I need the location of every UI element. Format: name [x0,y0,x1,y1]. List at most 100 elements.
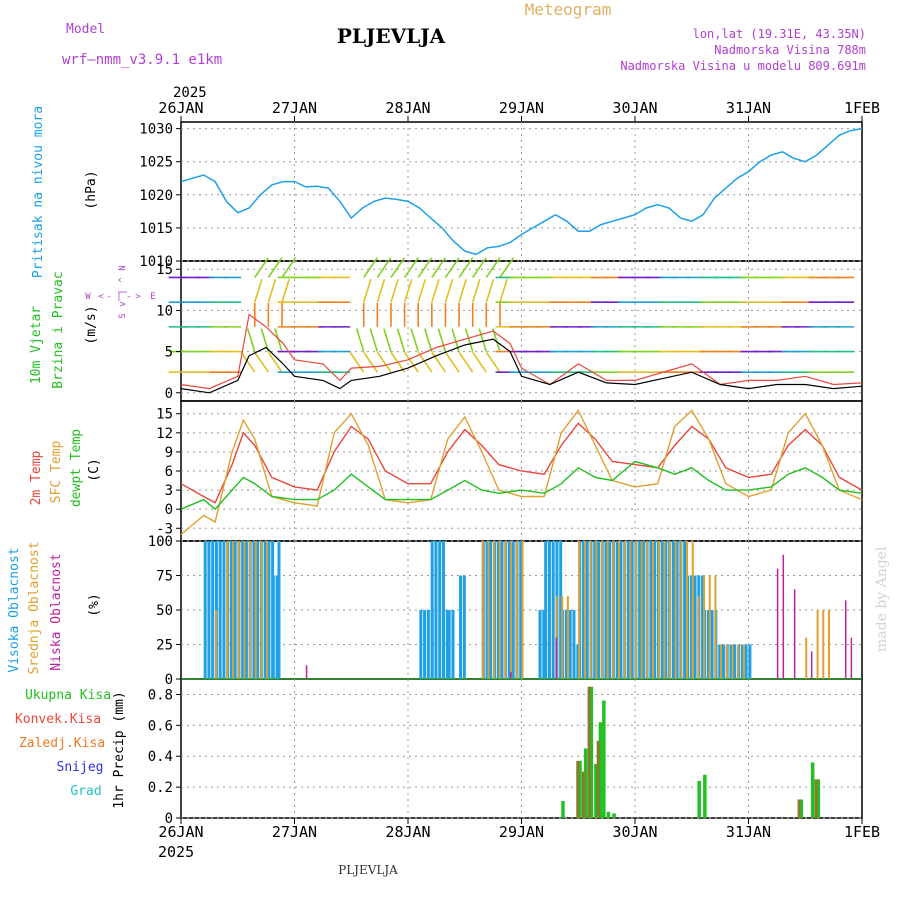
compass-char: | [116,292,121,302]
cloud-bar-high [608,541,612,679]
cloud-bar-high [653,541,657,679]
cloud-bar-mid [226,541,229,679]
y-tick-label: 0 [165,386,173,402]
wind-arrow [254,279,263,303]
y-tick-label: 25 [156,638,173,654]
wind-arrow [499,257,515,278]
ylabel-pressure: Pritisak na nivou mora [31,106,46,278]
cloud-bar-mid [623,541,626,679]
y-tick-label: 0 [165,502,173,518]
cloud-bar-mid [606,541,609,679]
cloud-bar-high [256,541,260,679]
cloud-bar-high [660,541,664,679]
cloud-bar-mid [742,644,745,679]
cloud-bar-high [451,610,455,679]
cloud-bar-high [277,541,281,679]
wind-arrow [431,257,447,278]
y-tick-label: 0.8 [148,687,173,703]
x-tick-bottom: 1FEB [844,823,880,841]
wind-arrow [485,279,495,303]
compass-char-vertical: | [118,289,128,294]
x-tick-top: 26JAN [158,99,203,117]
cloud-bar-high [626,541,630,679]
wind-arrow [363,351,379,373]
cloud-bar-mid [640,541,643,679]
precip-bar-total [810,762,815,818]
cloud-bar-high [559,541,563,679]
y-tick-label: 15 [156,262,173,278]
x-tick-bottom: 28JAN [385,823,430,841]
cloud-bar-mid [515,541,518,679]
wind-arrow [410,328,419,352]
wind-arrow [281,257,297,278]
precip-bar-total [816,779,821,818]
ylabel-cloud-mid: Srednja Oblacnost [27,541,42,674]
precip-bar-conv [797,799,801,818]
wind-arrow [267,279,277,303]
ylabel-cloud-unit: (%) [87,593,102,616]
precip-legend-label: Zaledj.Kisa [19,736,105,751]
model-label: Model [66,22,105,37]
compass-char-vertical: ^ [118,277,128,283]
cloud-bar-mid [691,596,694,679]
pressure-line [180,127,863,256]
cloud-bar-high [252,541,256,679]
wind-arrow [437,328,447,352]
cloud-bar-high [275,575,279,679]
wind-arrow [485,351,501,373]
wind-arrow [444,351,460,373]
precip-bar-total [606,811,611,818]
ylabel-precip: 1hr Precip (mm) [112,691,127,808]
precip-legend-label: Grad [70,784,101,799]
wind-arrow [472,257,487,278]
y-tick-label: 1030 [139,122,173,138]
compass-char: > [135,292,141,302]
cloud-bar-mid [493,541,496,679]
cloud-bar-high [551,541,555,679]
cloud-bar-mid [589,541,592,679]
wind-arrow [458,351,474,373]
y-tick-label: 0 [165,672,173,688]
y-tick-label: 15 [156,407,173,423]
cloud-bar-mid [703,575,706,679]
wind-arrow [464,328,474,352]
cloud-bar-high [576,644,580,679]
cloud-bar-mid [578,541,581,679]
y-tick-label: 9 [165,445,173,461]
x-tick-top: 31JAN [726,99,771,117]
y-tick-label: 1020 [139,188,173,204]
cloud-bar-low [305,665,308,679]
x-tick-top: 29JAN [499,99,544,117]
cloud-bar-mid [669,541,672,679]
compass-char-vertical: v [118,301,128,306]
cloud-bar-high [222,541,226,679]
wind-arrow [499,279,508,303]
temp-line-t2m [180,422,863,504]
cloud-bar-high [740,644,744,679]
cloud-bar-high [538,610,542,679]
ylabel-temp-dew: dewpt Temp [69,429,84,507]
cloud-bar-mid [504,541,507,679]
wind-arrow [458,279,467,303]
cloud-bar-low [844,600,847,679]
cloud-bar-high [459,575,463,679]
precip-bar-total [703,774,707,818]
wind-arrow [444,257,460,278]
cloud-bar-low [782,554,785,679]
wind-arrow [417,257,433,278]
cloud-bar-low [793,589,796,679]
panel-frames [180,121,863,819]
cloud-bar-mid [629,541,632,679]
wind-arrow [472,351,487,373]
cloud-bar-low [510,672,512,679]
cloud-bar-mid [510,541,513,679]
cloud-bar-high [748,644,752,679]
cloud-bar-high [500,541,504,679]
y-tick-label: 75 [156,569,173,585]
wind-arrow [390,279,399,303]
precip-legend-label: Konvek.Kisa [15,712,101,727]
cloud-bar-high [664,541,668,679]
cloud-bar-high [564,610,568,679]
chart-marks [168,127,863,818]
